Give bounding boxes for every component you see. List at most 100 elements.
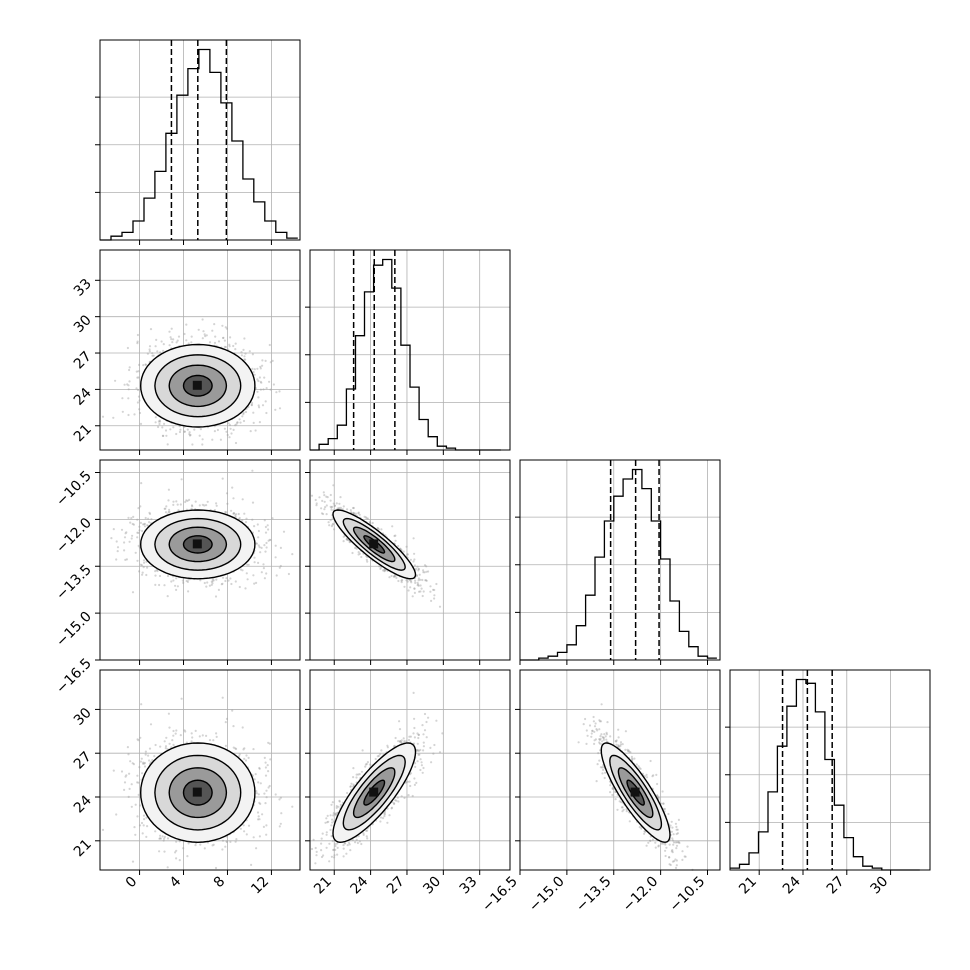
scatter-point bbox=[203, 847, 206, 850]
scatter-point bbox=[164, 507, 167, 510]
scatter-point bbox=[101, 415, 105, 418]
scatter-point bbox=[405, 740, 408, 743]
scatter-point bbox=[162, 434, 165, 437]
scatter-point bbox=[417, 736, 420, 740]
scatter-point bbox=[234, 747, 237, 750]
scatter-point bbox=[274, 408, 277, 411]
scatter-point bbox=[158, 583, 161, 587]
scatter-point bbox=[144, 363, 147, 366]
scatter-point bbox=[127, 397, 130, 400]
scatter-point bbox=[154, 574, 157, 577]
scatter-point bbox=[142, 523, 145, 526]
histogram-panel-0 bbox=[95, 39, 301, 241]
scatter-point bbox=[245, 833, 248, 836]
scatter-point bbox=[355, 547, 358, 550]
scatter-point bbox=[259, 367, 262, 370]
scatter-point bbox=[323, 508, 326, 511]
scatter-point bbox=[242, 348, 245, 351]
scatter-point bbox=[268, 742, 271, 745]
scatter-point bbox=[263, 756, 266, 760]
scatter-point bbox=[264, 359, 267, 362]
scatter-point bbox=[409, 784, 412, 788]
scatter-point bbox=[136, 815, 139, 818]
scatter-point bbox=[278, 566, 281, 569]
scatter-point bbox=[324, 506, 327, 509]
scatter-point bbox=[250, 863, 253, 867]
scatter-point bbox=[267, 786, 270, 789]
scatter-point bbox=[413, 777, 416, 780]
scatter-point bbox=[116, 550, 119, 553]
scatter-point bbox=[232, 746, 235, 749]
scatter-point bbox=[161, 835, 164, 838]
scatter-point bbox=[267, 539, 270, 542]
scatter-point bbox=[266, 764, 269, 767]
scatter-point bbox=[136, 531, 139, 534]
histogram-step bbox=[310, 258, 501, 451]
scatter-point bbox=[159, 351, 162, 354]
scatter-point bbox=[266, 524, 269, 527]
scatter-point bbox=[188, 431, 191, 434]
scatter-point bbox=[178, 430, 182, 434]
scatter-point bbox=[167, 499, 170, 502]
scatter-point bbox=[184, 500, 187, 504]
scatter-point bbox=[333, 528, 336, 531]
scatter-point bbox=[338, 799, 341, 803]
scatter-point bbox=[140, 757, 143, 760]
scatter-point bbox=[216, 428, 219, 432]
scatter-point bbox=[326, 496, 329, 499]
scatter-point bbox=[238, 516, 241, 520]
scatter-point bbox=[130, 783, 133, 786]
scatter-point bbox=[421, 578, 424, 582]
scatter-point bbox=[251, 367, 254, 370]
scatter-point bbox=[137, 544, 140, 548]
scatter-point bbox=[212, 739, 215, 742]
scatter-point bbox=[394, 539, 397, 542]
scatter-point bbox=[182, 581, 185, 585]
scatter-point bbox=[419, 768, 422, 772]
scatter-point bbox=[128, 366, 131, 369]
scatter-point bbox=[211, 577, 214, 581]
scatter-point bbox=[407, 794, 410, 797]
scatter-point bbox=[143, 761, 146, 765]
scatter-point bbox=[267, 528, 270, 531]
scatter-point bbox=[139, 736, 142, 739]
scatter-point bbox=[425, 736, 428, 739]
scatter-point bbox=[325, 513, 328, 516]
scatter-point bbox=[214, 595, 218, 598]
scatter-point bbox=[168, 742, 171, 745]
scatter-point bbox=[144, 363, 147, 366]
scatter-point bbox=[225, 430, 228, 433]
scatter-point bbox=[136, 774, 139, 777]
scatter-point bbox=[269, 758, 272, 761]
scatter-point bbox=[162, 839, 165, 842]
scatter-point bbox=[191, 736, 194, 739]
scatter-point bbox=[419, 590, 422, 593]
scatter-panel-3-0 bbox=[99, 669, 301, 871]
scatter-point bbox=[148, 747, 152, 750]
scatter-point bbox=[190, 507, 193, 510]
scatter-point bbox=[425, 720, 428, 724]
scatter-point bbox=[198, 504, 201, 507]
scatter-point bbox=[201, 734, 204, 737]
scatter-panel-3-1 bbox=[309, 669, 511, 871]
scatter-point bbox=[242, 413, 245, 416]
scatter-point bbox=[221, 848, 224, 851]
scatter-point bbox=[226, 502, 229, 505]
scatter-point bbox=[332, 812, 335, 815]
scatter-point bbox=[197, 328, 200, 331]
scatter-point bbox=[263, 577, 266, 580]
scatter-point bbox=[194, 500, 197, 503]
scatter-point bbox=[206, 581, 209, 584]
histogram-step bbox=[520, 468, 717, 661]
scatter-point bbox=[258, 767, 261, 770]
scatter-point bbox=[236, 421, 239, 424]
scatter-point bbox=[253, 582, 256, 585]
scatter-point bbox=[279, 822, 282, 825]
scatter-point bbox=[242, 419, 246, 423]
scatter-point bbox=[215, 735, 218, 739]
scatter-point bbox=[124, 775, 127, 778]
scatter-point bbox=[137, 370, 140, 373]
scatter-point bbox=[115, 558, 118, 561]
scatter-point bbox=[190, 740, 193, 743]
